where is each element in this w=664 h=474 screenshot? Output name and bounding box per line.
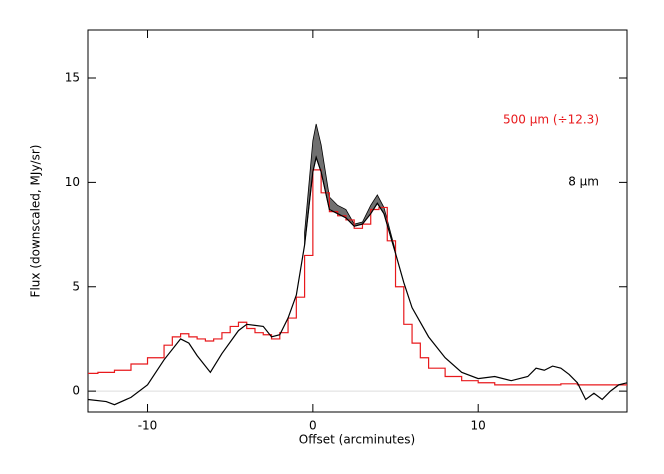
y-tick-label: 10 bbox=[65, 175, 80, 189]
series-line bbox=[88, 169, 627, 386]
y-tick-label: 15 bbox=[65, 71, 80, 85]
legend-label: 8 μm bbox=[568, 175, 599, 189]
y-tick-label: 5 bbox=[72, 279, 80, 293]
x-tick-label: -10 bbox=[138, 419, 158, 433]
y-tick-label: 0 bbox=[72, 384, 80, 398]
uncertainty-band bbox=[304, 123, 396, 254]
y-axis-label: Flux (downscaled, MJy/sr) bbox=[29, 145, 43, 298]
x-tick-label: 0 bbox=[309, 419, 317, 433]
plot-frame bbox=[87, 29, 628, 413]
x-axis-label: Offset (arcminutes) bbox=[299, 433, 415, 447]
series-line bbox=[88, 155, 627, 406]
legend-label: 500 μm (÷12.3) bbox=[503, 113, 599, 127]
x-tick-label: 10 bbox=[471, 419, 486, 433]
